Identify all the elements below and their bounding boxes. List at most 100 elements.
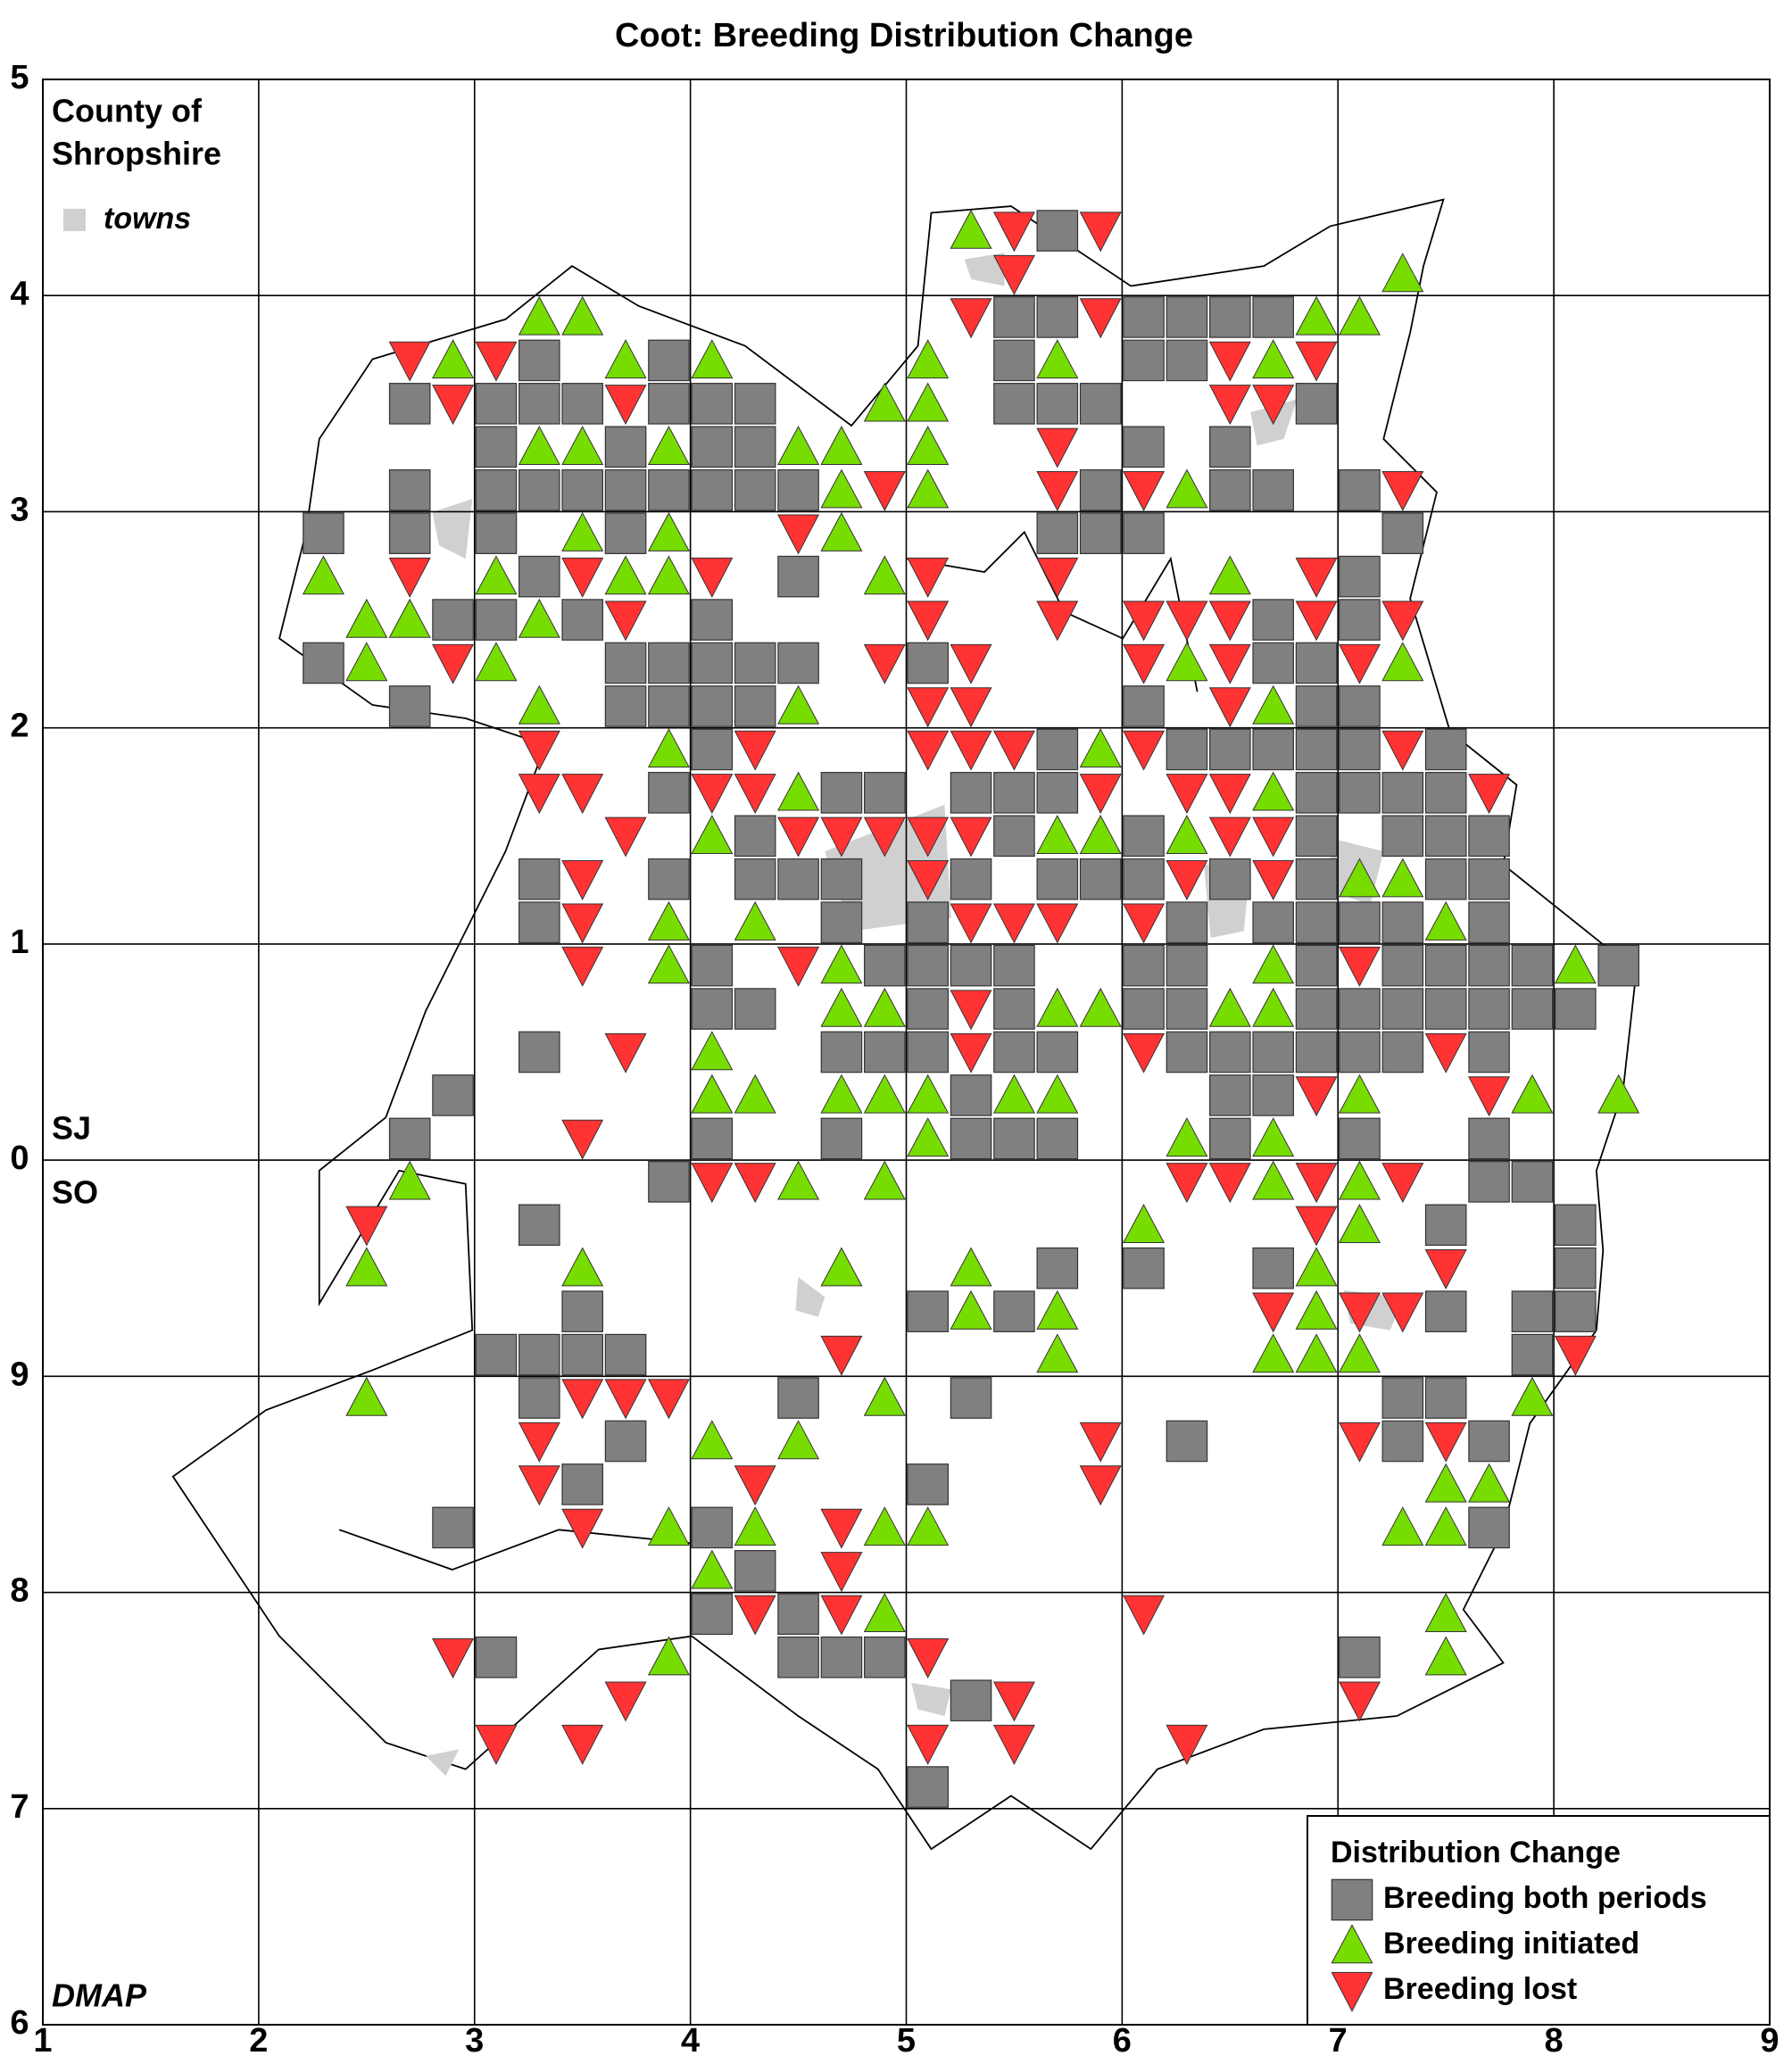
tetrad-square [993,1031,1035,1073]
tetrad-square [950,1117,992,1160]
tetrad-triangle-up [518,684,560,725]
tetrad-triangle-down [561,774,604,815]
tetrad-triangle-down [604,1681,647,1722]
tetrad-square [777,642,819,684]
tetrad-triangle-down [1338,1422,1381,1463]
tetrad-square [1209,1117,1251,1160]
tetrad-triangle-up [1036,1289,1079,1330]
tetrad-square [1424,944,1467,987]
tetrad-triangle-down [1424,1032,1467,1073]
tetrad-square [648,685,690,727]
tetrad-square [993,944,1035,987]
tetrad-triangle-up [734,900,776,941]
tetrad-square [1123,296,1165,338]
tetrad-triangle-down [1036,427,1079,468]
tetrad-triangle-down [907,687,950,728]
tetrad-triangle-down [1208,341,1251,382]
tetrad-triangle-down [1036,601,1079,642]
tetrad-triangle-down [518,774,560,815]
tetrad-triangle-down [950,903,992,944]
tetrad-square [1295,642,1338,684]
tetrad-triangle-down [1424,1249,1467,1289]
series-group [345,211,1597,1765]
tetrad-triangle-down [1208,643,1251,684]
legend-label: Breeding initiated [1383,1927,1639,1960]
tetrad-square [1123,815,1165,858]
tetrad-square [1036,210,1079,252]
tetrad-square [734,988,776,1030]
tetrad-triangle-up [777,1420,820,1460]
tetrad-triangle-up [604,555,647,595]
tetrad-square [1123,512,1165,554]
tetrad-triangle-down [992,730,1035,771]
tetrad-square [993,815,1035,858]
tetrad-square [864,772,906,814]
tetrad-triangle-down [1338,643,1381,684]
tetrad-triangle-down [1079,1422,1122,1463]
tetrad-triangle-down [1295,557,1338,598]
tetrad-square [691,426,734,468]
tetrad-triangle-down [950,1032,992,1073]
x-tick-label: 2 [249,2022,268,2060]
tetrad-square [1252,1031,1294,1073]
tetrad-triangle-up [302,555,344,595]
tetrad-triangle-down [1381,1292,1424,1333]
tetrad-triangle-up [561,426,604,465]
tetrad-triangle-down [950,298,992,339]
tetrad-triangle-down [950,990,992,1031]
tetrad-triangle-down [1166,601,1208,642]
tetrad-triangle-down [1295,1206,1338,1247]
tetrad-triangle-up [647,728,690,768]
tetrad-square [561,599,603,641]
tetrad-square [303,512,344,554]
tetrad-square [475,1333,518,1376]
tetrad-square [1381,944,1424,987]
tetrad-square [820,1117,863,1160]
tetrad-square [1468,1506,1510,1549]
tetrad-square [1468,1161,1510,1203]
tetrad-square [864,944,906,987]
tetrad-triangle-up [907,1506,950,1546]
tetrad-triangle-down [1252,385,1295,426]
tetrad-triangle-down [820,816,863,858]
county-label: Shropshire [52,136,221,172]
tetrad-triangle-up [1295,295,1338,336]
tetrad-square [1511,1161,1554,1203]
tetrad-triangle-down [604,816,647,858]
tetrad-square [561,383,603,425]
credit: DMAP [52,1977,147,2014]
tetrad-triangle-up [950,1247,992,1287]
tetrad-triangle-down [432,643,475,684]
tetrad-triangle-up [1252,944,1295,984]
tetrad-triangle-up [1252,1333,1295,1373]
tetrad-triangle-down [388,557,431,598]
tetrad-triangle-down [475,341,518,382]
tetrad-triangle-down [432,385,475,426]
tetrad-square [993,988,1035,1030]
tetrad-square [734,468,776,511]
y-tick-label: 5 [10,59,29,96]
tetrad-triangle-down [950,816,992,858]
tetrad-square [648,642,690,684]
tetrad-triangle-down [734,1163,776,1204]
tetrad-square [1468,901,1510,943]
tetrad-square [648,1161,690,1203]
tetrad-triangle-up [1252,771,1295,811]
tetrad-triangle-down [992,211,1035,253]
tetrad-square [475,383,518,425]
tetrad-triangle-up [1036,339,1079,379]
tetrad-square [993,1290,1035,1332]
tetrad-triangle-up [1166,468,1208,509]
tetrad-triangle-down [907,816,950,858]
tetrad-triangle-down [561,946,604,987]
tetrad-triangle-up [691,339,734,379]
tetrad-triangle-down [734,1465,776,1506]
tetrad-triangle-up [691,1073,734,1114]
tetrad-square [1424,728,1467,771]
tetrad-square [1295,383,1338,425]
tetrad-triangle-down [1252,816,1295,858]
tetrad-square [1252,1247,1294,1289]
towns-swatch [63,209,86,231]
tetrad-triangle-down [863,643,906,684]
